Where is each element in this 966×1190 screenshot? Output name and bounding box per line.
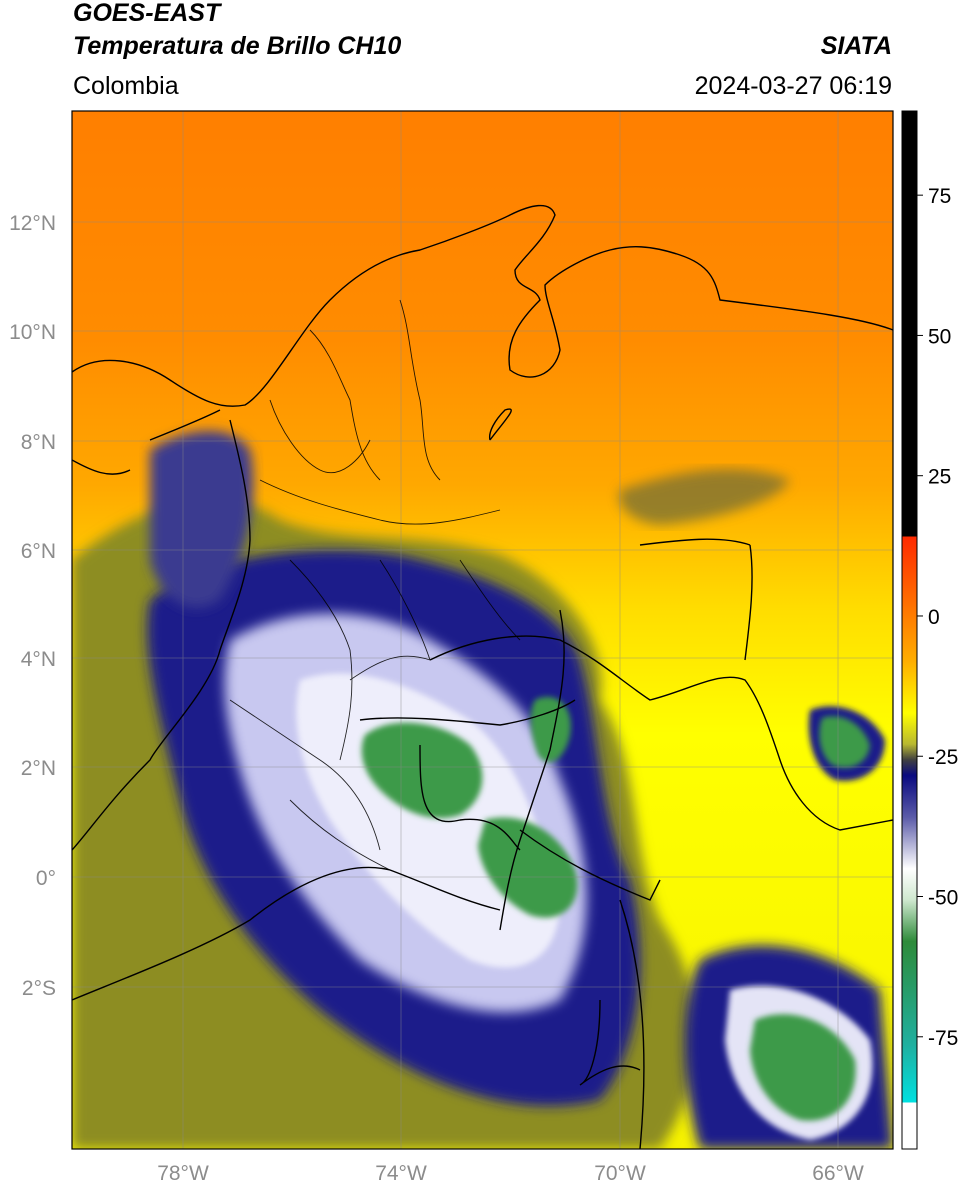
colorbar-tick-label: 25 [928,466,951,489]
map-frame [71,110,894,1150]
colorbar-tick-label: 0 [928,606,940,629]
country-borders [72,204,893,1149]
lon-tick-label: 70°W [594,1162,646,1185]
colorbar-tick-label: 75 [928,185,951,208]
lon-tick-label: 78°W [157,1162,209,1185]
lat-tick-label: 4°N [21,648,56,671]
lat-tick-label: 8°N [21,431,56,454]
colorbar-tick-label: -25 [928,746,958,769]
lat-tick-label: 0° [36,867,56,890]
agency-label: SIATA [820,32,892,60]
cloud-field [72,431,893,1149]
lat-tick-label: 2°N [21,757,56,780]
department-borders [229,299,521,871]
colorbar-ticks: 75 50 25 0 -25 -50 -75 [917,185,958,1050]
colorbar-tick-label: -75 [928,1027,958,1050]
lat-tick-label: 6°N [21,540,56,563]
region-label: Colombia [73,72,179,100]
longitude-ticks: 78°W 74°W 70°W 66°W [157,1162,864,1185]
lat-tick-label: 12°N [9,212,56,235]
satellite-title: GOES-EAST [73,0,221,27]
colorbar [901,110,918,1150]
timestamp-label: 2024-03-27 06:19 [694,72,892,100]
colorbar-tick-label: 50 [928,325,951,348]
colorbar-tick-label: -50 [928,887,958,910]
lon-tick-label: 66°W [812,1162,864,1185]
product-title: Temperatura de Brillo CH10 [73,32,402,60]
lat-tick-label: 2°S [22,977,56,1000]
lon-tick-label: 74°W [375,1162,427,1185]
lat-tick-label: 10°N [9,321,56,344]
latitude-ticks: 12°N 10°N 8°N 6°N 4°N 2°N 0° 2°S [9,212,56,1000]
gridlines [72,111,893,1149]
